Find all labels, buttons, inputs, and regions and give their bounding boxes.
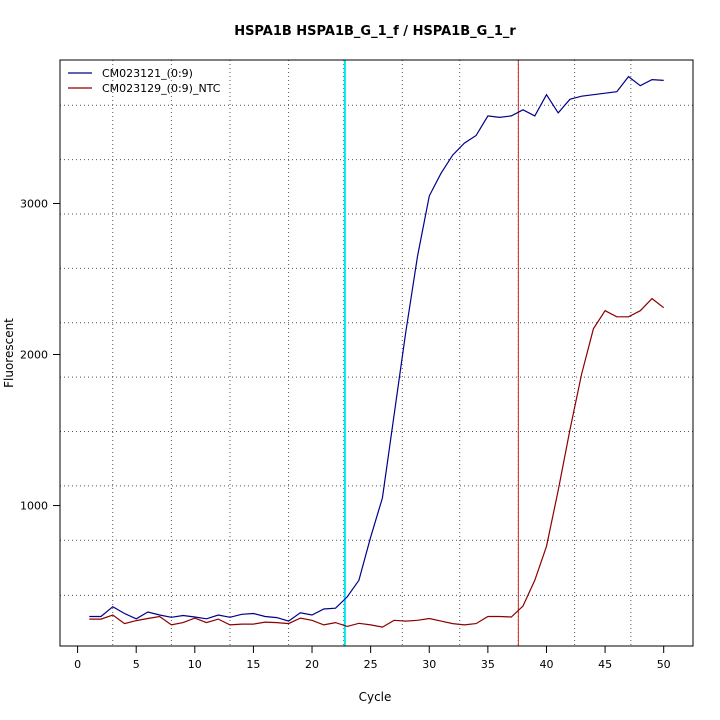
axis-layer: 0 5 10 15 20 25 30 35 40 45 50 1000 2000 3000 [20,197,671,671]
x-axis-label: Cycle [359,690,392,704]
x-tick-label: 30 [422,658,436,671]
y-axis-label: Fluorescent [2,318,16,388]
legend-label: CM023129_(0:9)_NTC [102,82,221,95]
x-tick-label: 15 [246,658,260,671]
x-tick-label: 0 [74,658,81,671]
chart-title: HSPA1B HSPA1B_G_1_f / HSPA1B_G_1_r [234,24,516,39]
x-tick-label: 5 [133,658,140,671]
series-line [89,75,664,622]
x-tick-label: 50 [657,658,671,671]
y-tick-label: 3000 [20,197,48,210]
x-tick-label: 20 [305,658,319,671]
y-tick-label: 1000 [20,500,48,513]
legend: CM023121_(0:9) CM023129_(0:9)_NTC [68,67,221,95]
x-tick-label: 25 [364,658,378,671]
grid-layer [60,60,693,646]
x-tick-label: 10 [188,658,202,671]
y-tick-label: 2000 [20,349,48,362]
x-tick-label: 45 [598,658,612,671]
series-line [89,297,665,628]
series-layer [89,75,665,628]
x-tick-label: 35 [481,658,495,671]
threshold-layer [343,60,519,646]
x-tick-label: 40 [539,658,553,671]
legend-label: CM023121_(0:9) [102,67,193,80]
